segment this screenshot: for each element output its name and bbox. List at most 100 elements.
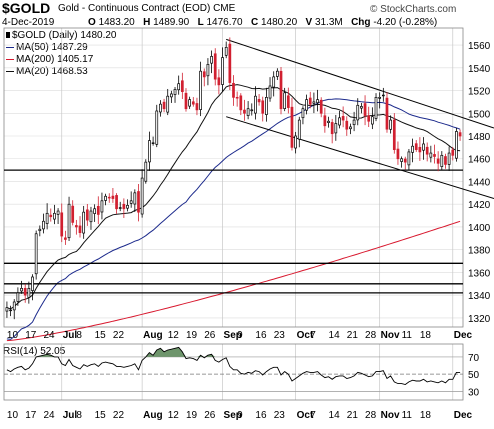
description: Gold - Continuous Contract (EOD) — [58, 3, 211, 14]
price-candle — [243, 99, 246, 121]
candle-body — [407, 151, 411, 166]
change-value: -4.20 (-0.28%) — [373, 17, 438, 28]
x-axis-label: 12 — [168, 330, 180, 341]
price-candle — [85, 204, 89, 226]
candle-body — [85, 209, 89, 221]
candle-body — [202, 71, 206, 78]
candle-body — [137, 191, 140, 213]
price-candle — [232, 75, 235, 106]
x-axis-label: 28 — [365, 330, 377, 341]
price-panel-frame — [3, 27, 464, 328]
candle-body — [42, 220, 45, 230]
price-candle — [27, 281, 31, 304]
candle-body — [451, 149, 455, 156]
high-value: 1489.90 — [153, 17, 190, 28]
x-axis-label: 18 — [420, 330, 432, 341]
candle-body — [170, 93, 173, 98]
price-candle — [180, 72, 184, 100]
price-candle — [246, 101, 250, 120]
price-tick-label: 1380 — [468, 246, 491, 257]
candle-body — [100, 200, 104, 213]
price-candle — [425, 142, 429, 162]
price-candle — [414, 140, 418, 152]
x-axis-label: 14 — [329, 330, 341, 341]
price-candle — [118, 201, 122, 212]
candle-body — [180, 80, 184, 93]
rsi-panel-frame — [3, 343, 464, 401]
change-label: Chg — [351, 17, 371, 28]
ma200-legend: MA(200) 1405.17 — [6, 55, 93, 65]
volume-label: V — [305, 17, 313, 28]
price-tick-label: 1440 — [468, 177, 491, 188]
volume-value: 31.3M — [314, 17, 343, 28]
candle-body — [82, 211, 86, 234]
price-candle — [330, 118, 334, 144]
symbol-description: Gold - Continuous Contract (EOD) CME — [58, 4, 235, 14]
price-candle — [294, 131, 297, 154]
price-candle — [23, 284, 27, 303]
price-candle — [444, 153, 447, 169]
x-axis-label: Aug — [143, 410, 162, 421]
ma200-legend-label: MA(200) 1405.17 — [16, 54, 94, 65]
candle-body — [440, 154, 444, 167]
candle-body — [155, 110, 159, 145]
candle-body — [272, 76, 276, 88]
price-candle — [254, 86, 257, 120]
candle-body — [433, 154, 436, 157]
candle-body — [56, 210, 60, 215]
price-candle — [126, 199, 129, 212]
candle-body — [425, 146, 429, 155]
price-candle — [349, 123, 352, 135]
ma20-swatch-icon — [6, 70, 14, 72]
price-candle — [42, 213, 45, 234]
price-candle — [166, 88, 170, 116]
price-candle — [104, 193, 107, 206]
candle-body — [184, 92, 188, 110]
price-candle — [345, 116, 349, 136]
price-candle — [286, 87, 290, 114]
candle-body — [195, 103, 199, 111]
x-axis-label: 11 — [402, 410, 413, 421]
candle-body — [71, 205, 75, 223]
candle-body — [246, 108, 250, 116]
candle-body — [356, 104, 360, 121]
price-candle — [162, 98, 166, 113]
candle-body — [151, 142, 155, 144]
candle-body — [122, 203, 126, 210]
x-axis-label: Oct — [297, 330, 314, 341]
x-axis-label: Nov — [381, 410, 400, 421]
candle-body — [283, 92, 287, 110]
price-candle — [411, 138, 414, 163]
candle-body — [23, 288, 27, 296]
x-axis-label: 17 — [25, 410, 37, 421]
price-candle — [403, 156, 407, 170]
price-candle — [224, 41, 228, 59]
candle-body — [34, 233, 38, 275]
x-axis-label: 24 — [43, 330, 55, 341]
candle-body — [16, 292, 20, 302]
rsi-tick-label: 70 — [468, 353, 480, 364]
candle-body — [327, 120, 330, 123]
x-axis-label: 22 — [113, 410, 125, 421]
price-candle — [111, 187, 115, 203]
candle-body — [436, 158, 440, 164]
price-candle — [159, 100, 162, 117]
x-axis-label: 18 — [420, 410, 432, 421]
price-candle — [371, 107, 374, 130]
x-axis-label: 11 — [402, 330, 413, 341]
candle-body — [316, 99, 319, 104]
candle-body — [261, 100, 265, 114]
candle-body — [352, 119, 356, 126]
ma50-legend-label: MA(50) 1487.29 — [16, 42, 88, 53]
candle-body — [89, 210, 93, 223]
ma200-swatch-icon — [6, 58, 14, 60]
candle-body — [381, 94, 385, 97]
x-axis-label: 7 — [310, 410, 316, 421]
price-candle — [352, 111, 356, 132]
x-axis-label: 21 — [347, 410, 359, 421]
price-candle — [53, 204, 56, 225]
price-candle — [458, 129, 462, 141]
price-candle — [213, 48, 217, 86]
price-tick-label: 1480 — [468, 132, 491, 143]
price-candle — [451, 147, 455, 161]
